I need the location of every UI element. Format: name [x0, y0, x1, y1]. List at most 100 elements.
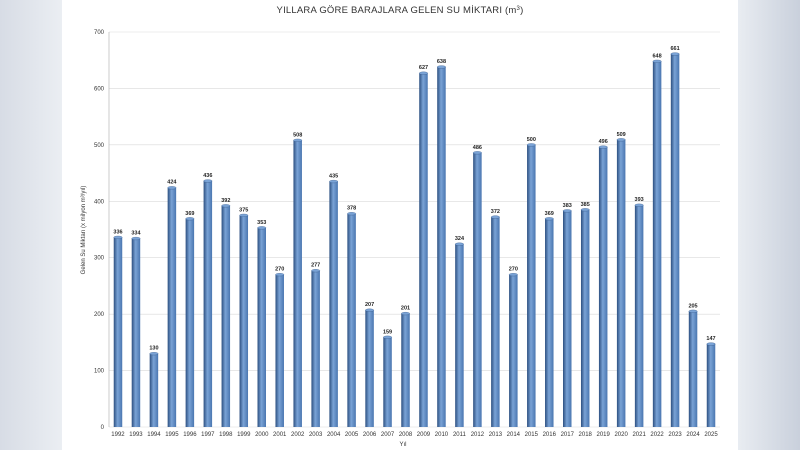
- blurred-background-right: [728, 0, 800, 450]
- value-label-2019: 496: [599, 139, 608, 145]
- blurred-background-left: [0, 0, 72, 450]
- value-label-2024: 205: [688, 303, 697, 309]
- x-tick-label: 2006: [363, 432, 377, 438]
- bar-2005: [347, 213, 356, 427]
- bar-1998: [221, 205, 231, 427]
- value-label-2004: 435: [329, 174, 338, 180]
- x-tick-label: 2024: [686, 432, 700, 438]
- bar-cap-2014: [508, 273, 518, 277]
- bar-1996: [185, 218, 195, 427]
- bar-2020: [616, 139, 626, 427]
- value-label-2011: 324: [455, 236, 465, 242]
- bars: [113, 52, 716, 428]
- value-label-2003: 277: [311, 263, 320, 269]
- bar-cap-2023: [670, 52, 680, 56]
- value-label-2001: 270: [275, 267, 284, 273]
- value-label-2006: 207: [365, 302, 374, 308]
- value-label-2010: 638: [437, 59, 446, 65]
- bar-2018: [580, 209, 590, 427]
- x-tick-label: 2018: [579, 432, 593, 438]
- x-tick-label: 2019: [597, 432, 611, 438]
- bar-1999: [239, 215, 249, 427]
- bar-2002: [293, 140, 302, 428]
- bar-cap-2025: [706, 342, 716, 346]
- x-tick-label: 2021: [632, 432, 646, 438]
- x-tick-label: 2002: [291, 432, 305, 438]
- bar-2022: [652, 61, 662, 427]
- bar-1994: [149, 353, 159, 427]
- x-tick-label: 2022: [650, 432, 664, 438]
- x-tick-label: 2004: [327, 432, 341, 438]
- bar-cap-2020: [616, 138, 626, 142]
- x-tick-label: 1992: [111, 432, 125, 438]
- x-tick-label: 1994: [147, 432, 161, 438]
- gridlines: [108, 31, 720, 428]
- bar-cap-2015: [526, 143, 536, 147]
- bar-cap-2016: [544, 217, 554, 221]
- value-label-2013: 372: [491, 209, 500, 215]
- value-label-1996: 369: [185, 211, 194, 217]
- x-tick-label: 1998: [219, 432, 233, 438]
- value-label-2021: 393: [635, 197, 644, 203]
- value-label-2022: 648: [653, 53, 662, 59]
- x-tick-label: 2008: [399, 432, 413, 438]
- bar-2001: [275, 274, 284, 427]
- value-label-2016: 369: [545, 211, 554, 217]
- bar-cap-2003: [311, 269, 321, 273]
- bar-2008: [401, 313, 410, 427]
- value-labels: 336 334 130 424 369 436 392 375 353 270 508 277 435 3…: [113, 46, 715, 352]
- x-tick-label: 1997: [201, 432, 215, 438]
- value-label-2007: 159: [383, 329, 392, 335]
- bar-cap-2009: [419, 71, 428, 75]
- x-tick-label: 2009: [417, 432, 431, 438]
- x-tick-label: 2011: [453, 432, 467, 438]
- x-tick-label: 1996: [183, 432, 197, 438]
- bar-1993: [131, 238, 141, 427]
- bar-cap-2001: [275, 273, 285, 277]
- value-label-2012: 486: [473, 145, 482, 151]
- x-axis-ticks: 1992 1993 1994 1995 1996 1997 1998 1999 2000 2001…: [111, 432, 718, 438]
- y-tick-label: 200: [94, 312, 105, 318]
- y-axis-ticks: 0 100 200 300 400 500 600 700: [94, 30, 105, 431]
- bar-2024: [688, 311, 698, 427]
- bar-2019: [598, 147, 608, 427]
- x-tick-label: 2005: [345, 432, 359, 438]
- bar-cap-2019: [598, 145, 608, 149]
- x-tick-label: 1995: [165, 432, 179, 438]
- bar-cap-1999: [239, 213, 249, 217]
- value-label-2000: 353: [257, 220, 266, 226]
- bar-cap-1995: [167, 186, 177, 190]
- bar-2006: [365, 310, 374, 427]
- bar-2009: [419, 73, 428, 427]
- y-tick-label: 700: [94, 30, 105, 36]
- bar-2017: [563, 210, 572, 427]
- bar-cap-2022: [652, 59, 662, 63]
- y-tick-label: 0: [101, 425, 105, 431]
- value-label-2002: 508: [293, 132, 302, 138]
- value-label-2005: 378: [347, 206, 356, 212]
- y-tick-label: 500: [94, 143, 105, 149]
- bar-cap-2010: [437, 65, 446, 69]
- bar-cap-2002: [293, 138, 303, 142]
- value-label-1998: 392: [221, 198, 230, 204]
- value-label-2009: 627: [419, 65, 428, 71]
- x-tick-label: 2025: [704, 432, 718, 438]
- chart-title: YILLARA GÖRE BARAJLARA GELEN SU MİKTARI …: [277, 5, 524, 16]
- bar-cap-1997: [203, 179, 213, 183]
- bar-2007: [383, 337, 392, 427]
- bar-cap-2011: [455, 242, 464, 246]
- bar-cap-1998: [221, 204, 231, 208]
- bar-cap-2004: [329, 179, 339, 184]
- x-tick-label: 2000: [255, 432, 269, 438]
- value-label-1995: 424: [167, 180, 177, 186]
- x-tick-label: 2014: [507, 432, 521, 438]
- value-label-2015: 500: [527, 137, 536, 143]
- bar-2004: [329, 181, 338, 427]
- value-label-2023: 661: [670, 46, 679, 52]
- x-tick-label: 2013: [489, 432, 503, 438]
- bar-2011: [455, 244, 464, 427]
- x-tick-label: 2010: [435, 432, 449, 438]
- value-label-2008: 201: [401, 306, 410, 312]
- y-tick-label: 400: [94, 199, 105, 205]
